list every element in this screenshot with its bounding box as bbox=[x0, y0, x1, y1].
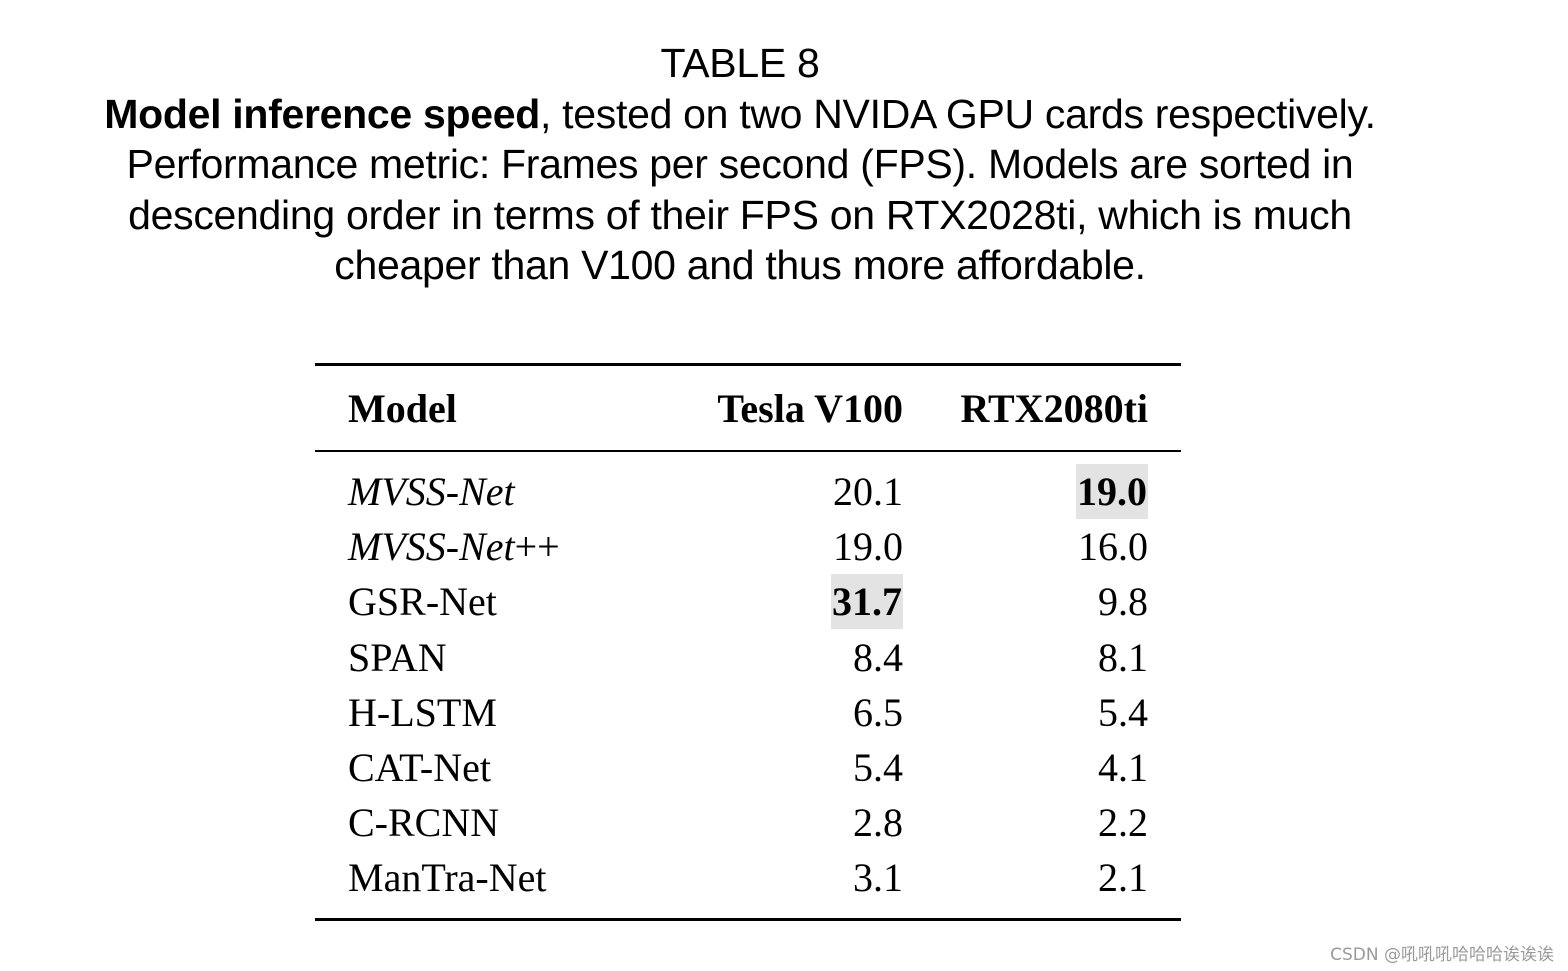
watermark: CSDN @吼吼吼哈哈哈诶诶诶 bbox=[1330, 945, 1554, 965]
table-row: H-LSTM 6.5 5.4 bbox=[315, 685, 1181, 740]
fps-value: 19.0 bbox=[833, 524, 903, 570]
table-row: C-RCNN 2.8 2.2 bbox=[315, 795, 1181, 850]
fps-value: 6.5 bbox=[853, 689, 903, 735]
fps-value: 2.8 bbox=[853, 800, 903, 846]
cell-rtx2080ti: 16.0 bbox=[903, 519, 1181, 574]
cell-tesla-v100: 5.4 bbox=[638, 740, 903, 795]
cell-rtx2080ti: 19.0 bbox=[903, 452, 1181, 520]
caption-line-2: Performance metric: Frames per second (F… bbox=[126, 141, 1354, 187]
cell-model: SPAN bbox=[315, 630, 638, 685]
cell-model: ManTra-Net bbox=[315, 850, 638, 905]
caption-line-4: cheaper than V100 and thus more affordab… bbox=[334, 242, 1146, 288]
bottom-rule bbox=[315, 918, 1181, 921]
fps-table: Model Tesla V100 RTX2080ti MVSS-Net 20.1 1… bbox=[315, 363, 1181, 921]
table-body: MVSS-Net 20.1 19.0 MVSS-Net++ 19.0 16.0 GSR-Ne… bbox=[315, 452, 1181, 906]
cell-rtx2080ti: 8.1 bbox=[903, 630, 1181, 685]
data-table: Model Tesla V100 RTX2080ti MVSS-Net 20.1 1… bbox=[315, 366, 1181, 906]
table-row: MVSS-Net 20.1 19.0 bbox=[315, 452, 1181, 520]
cell-tesla-v100: 6.5 bbox=[638, 685, 903, 740]
fps-value: 5.4 bbox=[1098, 689, 1148, 735]
cell-rtx2080ti: 5.4 bbox=[903, 685, 1181, 740]
fps-value: 20.1 bbox=[833, 469, 903, 515]
fps-value: 5.4 bbox=[853, 745, 903, 791]
cell-model: H-LSTM bbox=[315, 685, 638, 740]
model-name: CAT-Net bbox=[348, 745, 491, 791]
header-rtx2080ti: RTX2080ti bbox=[960, 385, 1148, 431]
model-name: MVSS-Net bbox=[348, 469, 515, 515]
table-row: GSR-Net 31.7 9.8 bbox=[315, 574, 1181, 630]
fps-value: 8.1 bbox=[1098, 634, 1148, 680]
cell-model: MVSS-Net++ bbox=[315, 519, 638, 574]
model-name: ManTra-Net bbox=[348, 855, 547, 901]
table-label: TABLE 8 bbox=[660, 40, 820, 86]
cell-rtx2080ti: 2.1 bbox=[903, 850, 1181, 905]
best-value: 31.7 bbox=[831, 574, 903, 630]
cell-tesla-v100: 2.8 bbox=[638, 795, 903, 850]
fps-value: 4.1 bbox=[1098, 745, 1148, 791]
fps-value: 2.2 bbox=[1098, 800, 1148, 846]
cell-tesla-v100: 31.7 bbox=[638, 574, 903, 630]
cell-tesla-v100: 8.4 bbox=[638, 630, 903, 685]
table-row: ManTra-Net 3.1 2.1 bbox=[315, 850, 1181, 905]
fps-value: 3.1 bbox=[853, 855, 903, 901]
cell-rtx2080ti: 9.8 bbox=[903, 574, 1181, 629]
cell-model: MVSS-Net bbox=[315, 452, 638, 519]
caption-line-3: descending order in terms of their FPS o… bbox=[128, 191, 1352, 238]
cell-model: CAT-Net bbox=[315, 740, 638, 795]
table-row: CAT-Net 5.4 4.1 bbox=[315, 740, 1181, 795]
cell-rtx2080ti: 2.2 bbox=[903, 795, 1181, 850]
top-rule bbox=[315, 363, 1181, 366]
best-value: 19.0 bbox=[1076, 464, 1148, 520]
caption-line-1-rest: , tested on two NVIDA GPU cards respecti… bbox=[540, 90, 1376, 137]
cell-tesla-v100: 20.1 bbox=[638, 452, 903, 519]
cell-model: C-RCNN bbox=[315, 795, 638, 850]
caption-line-1: Model inference speed, tested on two NVI… bbox=[0, 89, 1480, 140]
table-caption: TABLE 8 Model inference speed, tested on… bbox=[0, 38, 1480, 291]
table-row: SPAN 8.4 8.1 bbox=[315, 630, 1181, 685]
model-name: H-LSTM bbox=[348, 689, 497, 735]
model-name: GSR-Net bbox=[348, 579, 497, 625]
fps-value: 2.1 bbox=[1098, 855, 1148, 901]
model-name: C-RCNN bbox=[348, 800, 500, 846]
table-row: MVSS-Net++ 19.0 16.0 bbox=[315, 519, 1181, 574]
header-rule bbox=[315, 450, 1181, 452]
header-model: Model bbox=[348, 385, 457, 431]
cell-rtx2080ti: 4.1 bbox=[903, 740, 1181, 795]
model-name: SPAN bbox=[348, 634, 447, 680]
fps-value: 9.8 bbox=[1098, 579, 1148, 625]
model-name: MVSS-Net bbox=[348, 524, 515, 570]
header-tesla-v100: Tesla V100 bbox=[717, 385, 903, 431]
caption-bold-lead: Model inference speed bbox=[104, 90, 540, 137]
model-name-suffix: ++ bbox=[514, 524, 560, 570]
fps-value: 8.4 bbox=[853, 634, 903, 680]
header-row: Model Tesla V100 RTX2080ti bbox=[315, 366, 1181, 450]
cell-tesla-v100: 19.0 bbox=[638, 519, 903, 574]
cell-tesla-v100: 3.1 bbox=[638, 850, 903, 905]
fps-value: 16.0 bbox=[1078, 524, 1148, 570]
cell-model: GSR-Net bbox=[315, 574, 638, 629]
